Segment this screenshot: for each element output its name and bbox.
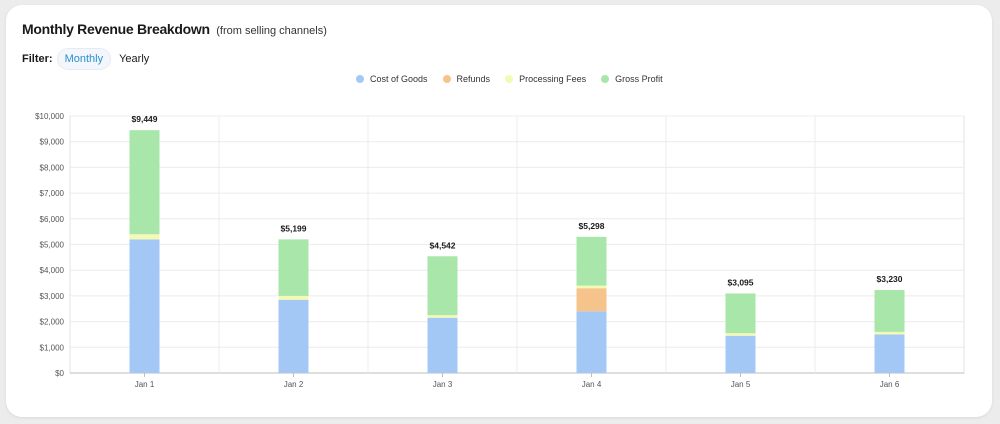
bar-segment bbox=[129, 130, 160, 235]
bar-segment bbox=[278, 295, 309, 300]
bar-segment bbox=[725, 333, 756, 336]
bar-segment bbox=[427, 317, 458, 373]
bar-total-label: $9,449 bbox=[132, 114, 158, 124]
filter-yearly-button[interactable]: Yearly bbox=[119, 53, 150, 65]
bar-total-label: $3,095 bbox=[728, 277, 754, 287]
x-tick-label: Jan 2 bbox=[284, 380, 304, 389]
chart-legend: Cost of Goods Refunds Processing Fees Gr… bbox=[356, 74, 678, 84]
bar-segment bbox=[278, 299, 309, 373]
y-tick-label: $8,000 bbox=[40, 163, 65, 172]
bar-segment bbox=[129, 234, 160, 240]
bar-total-label: $3,230 bbox=[877, 274, 903, 284]
legend-item-cost-of-goods[interactable]: Cost of Goods bbox=[356, 74, 428, 84]
bar-segment bbox=[576, 311, 607, 373]
y-tick-label: $3,000 bbox=[40, 292, 65, 301]
bar-segment bbox=[576, 288, 607, 312]
legend-item-processing-fees[interactable]: Processing Fees bbox=[505, 74, 586, 84]
page-subtitle: (from selling channels) bbox=[216, 25, 327, 37]
bar-total-label: $5,298 bbox=[579, 221, 605, 231]
bar-segment bbox=[874, 289, 905, 332]
x-tick-label: Jan 1 bbox=[135, 380, 155, 389]
x-tick-label: Jan 6 bbox=[880, 380, 900, 389]
chart-card: Monthly Revenue Breakdown (from selling … bbox=[6, 5, 992, 417]
bar-segment bbox=[427, 315, 458, 318]
y-tick-label: $9,000 bbox=[40, 138, 65, 147]
legend-label: Cost of Goods bbox=[370, 74, 428, 84]
x-tick-label: Jan 5 bbox=[731, 380, 751, 389]
y-tick-label: $5,000 bbox=[40, 241, 65, 250]
bar-segment bbox=[129, 239, 160, 373]
y-tick-label: $1,000 bbox=[40, 343, 65, 352]
bar-segment bbox=[874, 334, 905, 373]
legend-swatch bbox=[356, 75, 364, 83]
bar-segment bbox=[725, 293, 756, 334]
filter-bar: Filter: Monthly Yearly bbox=[22, 47, 157, 71]
y-tick-label: $6,000 bbox=[40, 215, 65, 224]
legend-swatch bbox=[505, 75, 514, 83]
x-tick-label: Jan 4 bbox=[582, 380, 602, 389]
y-tick-label: $10,000 bbox=[35, 112, 64, 121]
y-tick-label: $0 bbox=[55, 369, 64, 378]
legend-label: Gross Profit bbox=[615, 74, 663, 84]
legend-item-gross-profit[interactable]: Gross Profit bbox=[601, 74, 663, 84]
legend-item-refunds[interactable]: Refunds bbox=[442, 74, 491, 84]
bar-total-label: $4,542 bbox=[430, 240, 456, 250]
bar-total-label: $5,199 bbox=[281, 223, 307, 233]
bar-segment bbox=[278, 239, 309, 296]
filter-label: Filter: bbox=[22, 53, 53, 65]
y-tick-label: $2,000 bbox=[40, 318, 65, 327]
bar-segment bbox=[427, 256, 458, 316]
page-title: Monthly Revenue Breakdown bbox=[22, 21, 210, 37]
legend-swatch bbox=[442, 75, 451, 83]
filter-monthly-button[interactable]: Monthly bbox=[56, 48, 112, 70]
bar-segment bbox=[874, 331, 905, 335]
legend-label: Refunds bbox=[456, 74, 491, 84]
legend-swatch bbox=[601, 75, 610, 83]
bar-segment bbox=[576, 285, 607, 289]
y-tick-label: $7,000 bbox=[40, 189, 65, 198]
legend-label: Processing Fees bbox=[519, 74, 587, 84]
bar-segment bbox=[725, 335, 756, 373]
bar-segment bbox=[576, 236, 607, 286]
title-row: Monthly Revenue Breakdown (from selling … bbox=[22, 21, 327, 39]
y-tick-label: $4,000 bbox=[40, 266, 65, 275]
x-tick-label: Jan 3 bbox=[433, 380, 453, 389]
